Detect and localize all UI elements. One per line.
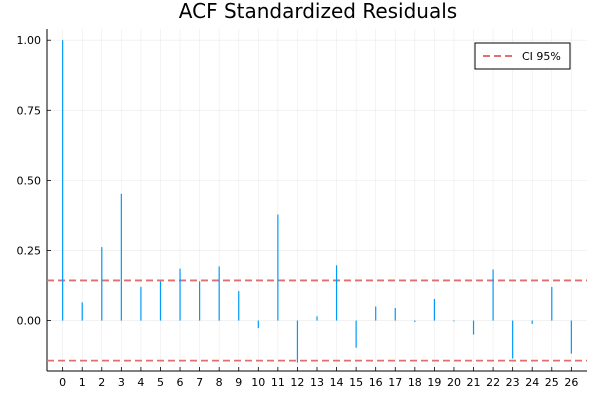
x-tick-label: 5	[157, 376, 164, 389]
y-tick-label: 0.00	[17, 315, 42, 328]
x-tick-label: 4	[137, 376, 144, 389]
acf-bar-lag-5	[159, 281, 162, 321]
acf-bar-lag-19	[433, 298, 435, 321]
x-tick-label: 11	[271, 376, 285, 389]
acf-bar-lag-16	[375, 306, 377, 321]
axis-ticks: 0 1 2 3 4 5 6 7 8 9 10 11 12 13 14 15 16 17 18 19 20 21 22 23 24…	[17, 34, 579, 389]
x-tick-label: 20	[447, 376, 461, 389]
y-tick-label: 0.50	[17, 174, 42, 187]
legend-label-ci: CI 95%	[522, 50, 561, 63]
x-tick-label: 13	[310, 376, 324, 389]
x-tick-label: 24	[525, 376, 539, 389]
x-tick-label: 9	[235, 376, 242, 389]
acf-bar-lag-21	[472, 320, 475, 335]
acf-bar-lag-11	[277, 214, 279, 321]
x-tick-label: 23	[506, 376, 520, 389]
x-tick-label: 2	[98, 376, 105, 389]
x-tick-label: 21	[467, 376, 481, 389]
x-tick-label: 3	[118, 376, 125, 389]
y-tick-label: 0.75	[17, 104, 42, 117]
x-tick-label: 26	[564, 376, 578, 389]
acf-bar-lag-26	[570, 320, 572, 354]
x-tick-label: 6	[177, 376, 184, 389]
acf-bars	[62, 40, 572, 363]
acf-bar-lag-15	[355, 320, 357, 348]
x-tick-label: 0	[59, 376, 66, 389]
acf-bar-lag-3	[120, 193, 122, 321]
x-tick-label: 19	[427, 376, 441, 389]
acf-bar-lag-12	[296, 320, 299, 363]
x-tick-label: 25	[545, 376, 559, 389]
x-tick-label: 12	[290, 376, 304, 389]
x-tick-label: 7	[196, 376, 203, 389]
x-tick-label: 22	[486, 376, 500, 389]
acf-bar-lag-13	[316, 316, 318, 321]
x-tick-label: 17	[388, 376, 402, 389]
x-tick-label: 16	[369, 376, 383, 389]
acf-bar-lag-10	[257, 320, 259, 329]
acf-bar-lag-14	[335, 265, 338, 321]
acf-bar-lag-17	[394, 307, 396, 321]
x-tick-label: 10	[251, 376, 265, 389]
acf-bar-lag-9	[238, 291, 240, 321]
x-tick-label: 1	[79, 376, 86, 389]
acf-bar-lag-6	[179, 268, 181, 321]
legend: CI 95%	[474, 42, 571, 70]
acf-bar-lag-18	[414, 320, 416, 322]
x-tick-label: 15	[349, 376, 363, 389]
acf-bar-lag-25	[551, 286, 553, 321]
chart-title: ACF Standardized Residuals	[179, 0, 457, 23]
acf-bar-lag-23	[512, 320, 514, 359]
y-tick-label: 0.25	[17, 244, 42, 257]
acf-bar-lag-4	[140, 286, 142, 321]
acf-bar-lag-7	[199, 281, 201, 321]
acf-bar-lag-0	[62, 40, 64, 321]
y-tick-label: 1.00	[17, 34, 42, 47]
confidence-interval-lines	[47, 279, 587, 362]
acf-bar-lag-22	[492, 269, 494, 321]
x-tick-label: 8	[216, 376, 223, 389]
acf-bar-lag-8	[218, 266, 220, 321]
acf-bar-lag-2	[101, 247, 103, 321]
acf-bar-lag-24	[531, 320, 533, 324]
legend-box	[474, 42, 571, 70]
acf-bar-lag-1	[81, 302, 83, 321]
acf-bar-lag-20	[453, 320, 455, 322]
x-tick-label: 14	[330, 376, 344, 389]
x-tick-label: 18	[408, 376, 422, 389]
